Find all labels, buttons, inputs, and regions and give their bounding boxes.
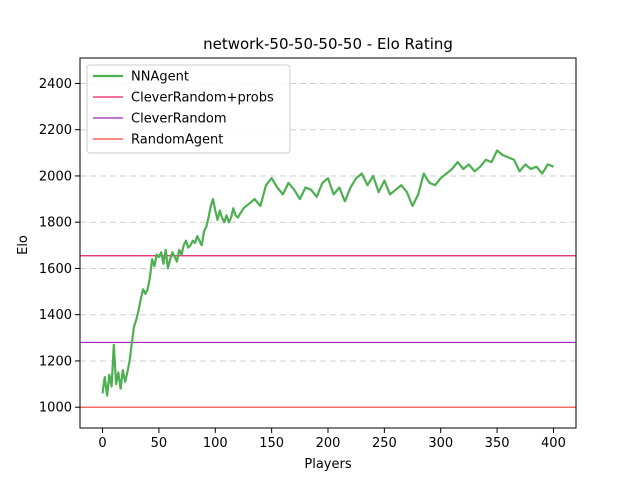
x-tick-label: 300 (428, 436, 453, 451)
legend-label: CleverRandom (131, 112, 227, 127)
y-tick-label: 1200 (39, 354, 72, 369)
legend-box (86, 64, 291, 154)
y-tick-label: 1400 (39, 308, 72, 323)
y-axis-title: Elo (16, 235, 31, 255)
nnagent-line (101, 149, 554, 397)
legend-label: NNAgent (131, 70, 189, 85)
x-tick-label: 200 (316, 436, 341, 451)
y-tick-label: 2200 (39, 123, 72, 138)
x-tick-label: 350 (485, 436, 510, 451)
y-tick-label: 2000 (39, 169, 72, 184)
x-tick-label: 150 (259, 436, 284, 451)
y-tick-label: 1800 (39, 216, 72, 231)
data-series (101, 149, 554, 397)
x-tick-label: 400 (541, 436, 566, 451)
y-axis-ticks: 1000 1200 1400 1600 1800 2000 2200 2400 (39, 77, 80, 416)
x-tick-label: 50 (151, 436, 168, 451)
y-tick-label: 1000 (39, 401, 72, 416)
reference-lines (80, 255, 576, 408)
legend: NNAgent CleverRandom+probs CleverRandom Ran… (86, 64, 291, 154)
x-tick-label: 0 (98, 436, 106, 451)
x-tick-label: 250 (372, 436, 397, 451)
chart-title: network-50-50-50-50 - Elo Rating (203, 35, 453, 53)
x-axis-ticks: 0 50 100 150 200 250 300 350 400 (98, 428, 566, 451)
legend-label: CleverRandom+probs (131, 91, 274, 106)
y-tick-label: 1600 (39, 262, 72, 277)
x-tick-label: 100 (203, 436, 228, 451)
y-tick-label: 2400 (39, 77, 72, 92)
x-axis-title: Players (304, 457, 351, 472)
legend-label: RandomAgent (131, 133, 223, 148)
